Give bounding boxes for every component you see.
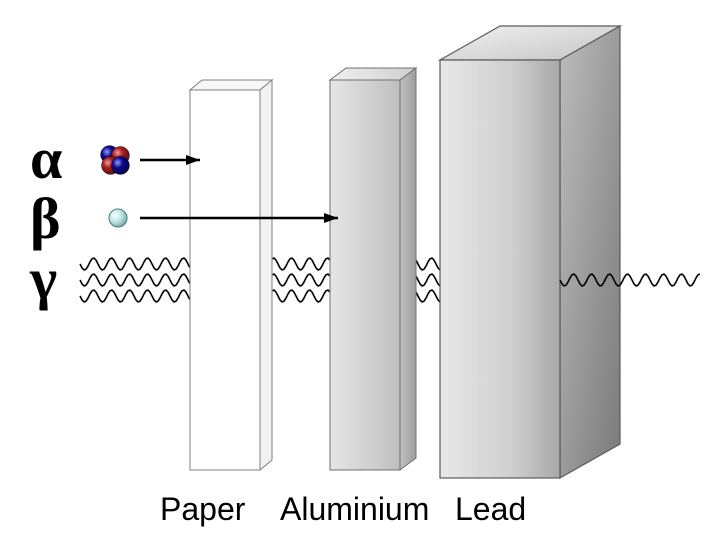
lead-block xyxy=(440,26,620,478)
alpha-particle-icon xyxy=(101,146,130,175)
alpha-label: α xyxy=(30,126,62,191)
beta-particle-icon xyxy=(109,209,127,227)
beta-label: β xyxy=(30,186,61,251)
lead-caption: Lead xyxy=(455,491,526,527)
paper-caption: Paper xyxy=(160,491,246,527)
aluminium-sheet xyxy=(330,68,416,470)
gamma-label: γ xyxy=(29,246,57,311)
aluminium-caption: Aluminium xyxy=(280,491,429,527)
paper-sheet xyxy=(190,80,272,470)
